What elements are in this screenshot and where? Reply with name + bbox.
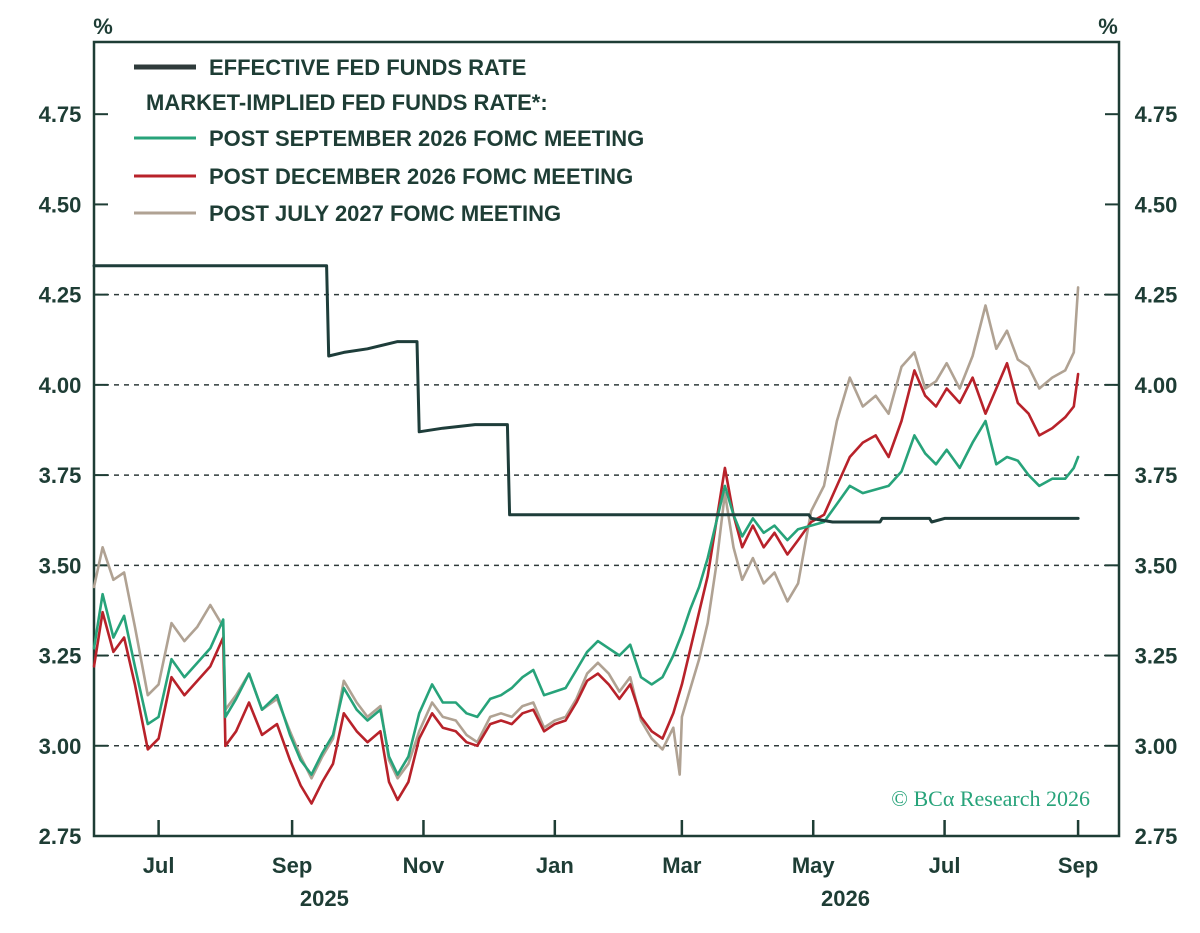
x-tick-label: May (792, 853, 836, 878)
gridlines (94, 293, 1119, 747)
plot-frame (92, 40, 1121, 838)
series-layer (92, 264, 1080, 805)
x-tick-label: Jul (929, 853, 961, 878)
y-tick-label-right: 4.25 (1135, 283, 1178, 308)
y-axis-left: 2.75 3.00 3.25 3.50 3.75 4.00 4.25 4.50 4.75 (39, 102, 108, 849)
y-axis-right: 2.75 3.00 3.25 3.50 3.75 4.00 4.25 4.50 4.75 (1105, 102, 1177, 849)
y-tick-label-right: 3.00 (1135, 734, 1178, 759)
year-label: 2026 (821, 886, 870, 911)
x-axis: Jul Sep Nov Jan Mar May Jul Sep 2025 2026 (143, 820, 1098, 911)
x-tick-label: Mar (662, 853, 702, 878)
x-tick-label: Sep (272, 853, 312, 878)
y-tick-label-left: 3.50 (39, 553, 82, 578)
year-label: 2025 (300, 886, 349, 911)
legend-label: POST SEPTEMBER 2026 FOMC MEETING (209, 126, 644, 151)
unit-label-left: % (93, 14, 113, 39)
x-tick-label: Jan (536, 853, 574, 878)
y-tick-label-right: 4.75 (1135, 102, 1178, 127)
y-tick-label-right: 3.75 (1135, 463, 1178, 488)
y-tick-label-left: 4.75 (39, 102, 82, 127)
legend: EFFECTIVE FED FUNDS RATE MARKET-IMPLIED F… (134, 55, 644, 226)
legend-label: EFFECTIVE FED FUNDS RATE (209, 55, 526, 80)
x-tick-label: Jul (143, 853, 175, 878)
unit-label-right: % (1098, 14, 1118, 39)
x-tick-label: Nov (403, 853, 445, 878)
y-tick-label-left: 4.50 (39, 192, 82, 217)
y-tick-label-left: 3.00 (39, 734, 82, 759)
y-tick-label-left: 2.75 (39, 824, 82, 849)
y-tick-label-left: 3.25 (39, 644, 82, 669)
y-tick-label-right: 3.50 (1135, 553, 1178, 578)
legend-label: POST DECEMBER 2026 FOMC MEETING (209, 164, 633, 189)
x-tick-label: Sep (1058, 853, 1098, 878)
legend-label: POST JULY 2027 FOMC MEETING (209, 201, 561, 226)
y-tick-label-right: 2.75 (1135, 824, 1178, 849)
y-tick-label-right: 4.00 (1135, 373, 1178, 398)
y-tick-label-right: 3.25 (1135, 644, 1178, 669)
series-line-post-december-2026-fomc-meeting (92, 361, 1080, 805)
copyright-text: © BCα Research 2026 (891, 786, 1090, 811)
series-line-effective-fed-funds-rate (92, 264, 1080, 524)
legend-label: MARKET-IMPLIED FED FUNDS RATE*: (146, 90, 548, 115)
series-line-post-september-2026-fomc-meeting (92, 419, 1080, 776)
y-tick-label-left: 3.75 (39, 463, 82, 488)
y-tick-label-right: 4.50 (1135, 192, 1178, 217)
series-line-post-july-2027-fomc-meeting (92, 286, 1080, 780)
y-tick-label-left: 4.25 (39, 283, 82, 308)
y-tick-label-left: 4.00 (39, 373, 82, 398)
